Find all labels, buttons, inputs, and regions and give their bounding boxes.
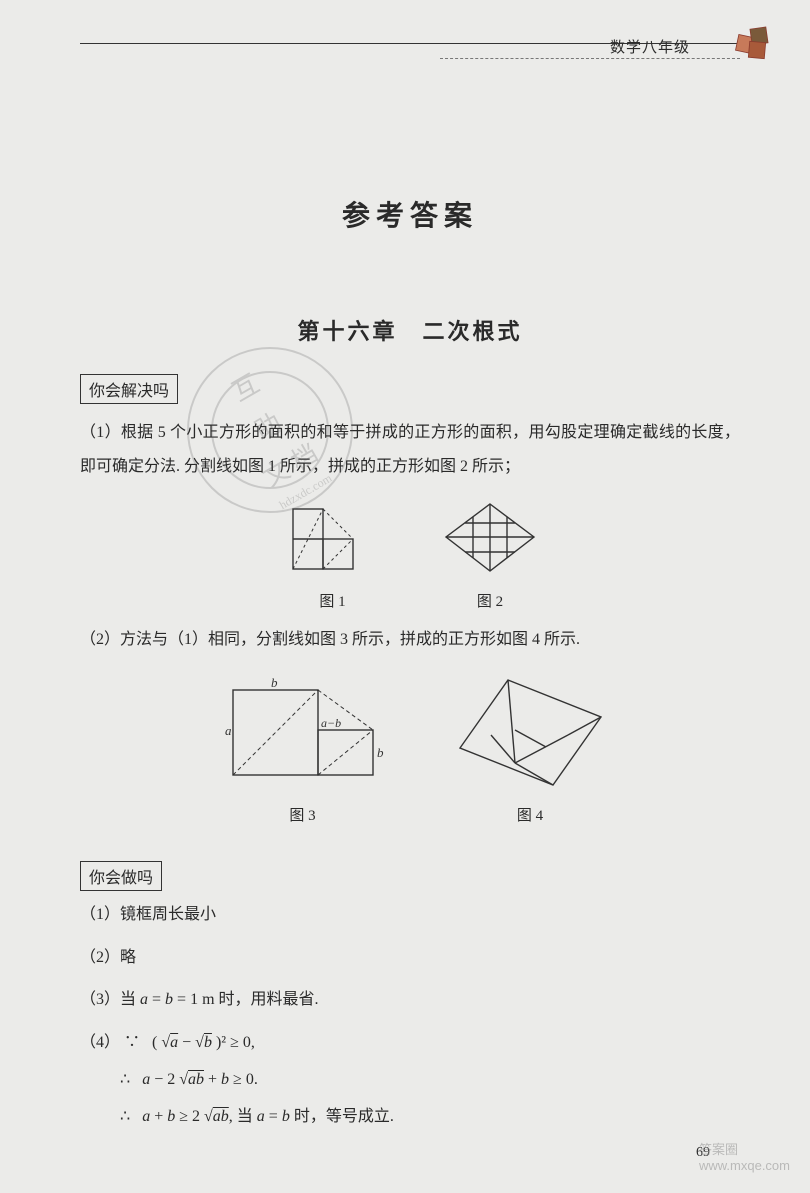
corner-badge-icon bbox=[727, 18, 782, 68]
figure-2-caption: 图 2 bbox=[443, 590, 538, 611]
item-4-line3: ∴ a + b ≥ 2 √ab, 当 a = b 时，等号成立. bbox=[120, 1099, 740, 1136]
section-box-solve: 你会解决吗 bbox=[80, 374, 178, 404]
figure-row-1: 图 1 图 2 bbox=[80, 501, 740, 611]
figure-2: 图 2 bbox=[443, 501, 538, 611]
section1-para2: （2）方法与（1）相同，分割线如图 3 所示，拼成的正方形如图 4 所示. bbox=[80, 623, 740, 657]
fig3-label-a: a bbox=[225, 723, 232, 738]
section-box-do: 你会做吗 bbox=[80, 861, 162, 891]
section1-para1: （1）根据 5 个小正方形的面积的和等于拼成的正方形的面积，用勾股定理确定截线的… bbox=[80, 416, 740, 483]
figure-4-caption: 图 4 bbox=[453, 804, 608, 825]
item-4-line2: ∴ a − 2 √ab + b ≥ 0. bbox=[120, 1062, 740, 1099]
figure-row-2: b a b a−b 图 3 图 4 bbox=[80, 675, 740, 825]
header-subject-grade: 数学八年级 bbox=[610, 36, 690, 57]
figure-1-caption: 图 1 bbox=[283, 590, 383, 611]
item-1: （1）镜框周长最小 bbox=[80, 897, 740, 934]
item-4-line1: （4） ∵ ( √a − √b )² ≥ 0, bbox=[80, 1025, 740, 1062]
header-dash-rule bbox=[440, 58, 740, 59]
item-2: （2）略 bbox=[80, 940, 740, 977]
corner-watermark: 答案圈www.mxqe.com bbox=[699, 1139, 790, 1173]
svg-text:互: 互 bbox=[227, 369, 264, 407]
page-title: 参考答案 bbox=[80, 194, 740, 234]
chapter-heading: 第十六章 二次根式 bbox=[80, 314, 740, 346]
figure-4: 图 4 bbox=[453, 675, 608, 825]
figure-3-caption: 图 3 bbox=[213, 804, 393, 825]
item-3: （3）当 a = b = 1 m 时，用料最省. bbox=[80, 982, 740, 1019]
fig3-label-b-right: b bbox=[377, 745, 384, 760]
figure-3: b a b a−b 图 3 bbox=[213, 675, 393, 825]
figure-1: 图 1 bbox=[283, 501, 383, 611]
fig3-label-ab: a−b bbox=[321, 716, 341, 730]
fig3-label-b-top: b bbox=[271, 675, 278, 690]
